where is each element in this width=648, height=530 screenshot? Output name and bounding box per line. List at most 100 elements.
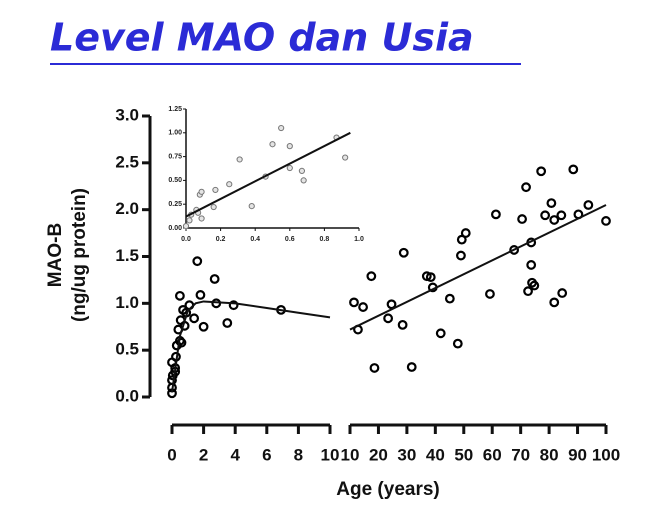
x-tick-label: 30 [397,445,416,464]
inset-y-tick-label: 1.25 [168,106,182,113]
data-point [176,337,187,348]
x-tick-label: 70 [511,445,530,464]
data-point [398,247,409,258]
data-point [517,214,527,224]
data-point [435,328,446,339]
y-tick-label: 1.5 [115,246,139,265]
inset-y-tick-label: 1.00 [168,130,182,137]
x-tick-label: 50 [454,445,473,464]
y-tick-label: 3.0 [115,105,139,124]
inset-x-tick-label: 0.0 [181,236,191,243]
data-point [386,299,397,310]
y-tick-label: 1.0 [115,293,139,312]
data-point [521,182,531,193]
data-point [557,288,568,298]
data-point [198,321,209,332]
data-point [228,300,239,311]
chart-title: Level MAO dan Usia [50,16,474,60]
x-tick-label: 60 [483,445,502,464]
inset-x-tick-label: 0.6 [285,236,295,243]
x-tick-label: 2 [199,445,208,464]
data-point [174,290,185,301]
data-point [286,164,293,172]
data-point [421,271,432,282]
inset-x-tick-label: 1.0 [354,236,364,243]
data-point [300,177,307,184]
data-point [456,250,466,261]
data-point [601,216,611,226]
data-point [209,274,220,284]
data-point [182,222,190,230]
y-axis-label: MAO-B [45,223,66,287]
data-point [212,186,219,194]
data-point [549,297,560,308]
fit-line [349,204,607,331]
inset-x-tick-label: 0.4 [250,236,260,243]
x-tick-label: 90 [568,445,587,464]
data-point [491,209,501,220]
fit-line [185,131,351,218]
y-tick-label: 0.5 [115,340,139,359]
x-tick-label: 20 [369,445,388,464]
data-point [568,164,579,175]
inset-x-tick-label: 0.2 [216,236,226,243]
data-point [485,289,495,299]
data-point [529,280,540,291]
data-point [397,319,408,330]
data-point [342,154,349,161]
data-point [425,272,436,283]
data-point [366,271,377,282]
data-point [286,143,293,150]
data-point [226,181,233,188]
data-point [383,313,394,324]
data-point [546,198,557,209]
data-point [186,217,193,224]
y-tick-label: 2.5 [115,152,139,171]
data-point [452,338,463,349]
inset-y-tick-label: 0.25 [168,201,182,208]
data-point [278,124,285,132]
data-point [583,200,594,210]
inset-y-tick-label: 0.00 [168,225,182,232]
fit-line [171,300,331,393]
y-tick-label: 0.0 [115,386,139,405]
data-point [523,286,533,297]
x-tick-label: 0 [167,445,176,464]
data-point [248,203,255,210]
data-point [195,290,206,300]
y-tick-label: 2.0 [115,199,139,218]
data-point [198,215,205,222]
data-point [526,260,537,270]
inset-x-tick-label: 0.8 [320,236,330,243]
x-tick-label: 100 [592,445,620,464]
x-tick-label: 80 [540,445,559,464]
x-axis-label: Age (years) [336,479,440,500]
data-point [460,228,471,238]
data-point [556,210,567,221]
data-point [369,363,380,373]
data-point [444,293,455,304]
x-tick-label: 10 [321,445,340,464]
x-tick-label: 40 [426,445,445,464]
data-point [189,313,200,324]
y-axis-label: (ng/ug protein) [69,188,90,322]
data-point [540,210,551,221]
data-point [269,141,276,148]
data-point [167,375,177,386]
data-point [349,297,359,308]
x-tick-label: 10 [341,445,360,464]
x-tick-label: 4 [230,445,240,464]
inset-y-tick-label: 0.50 [168,177,182,184]
x-tick-label: 6 [262,445,271,464]
data-point [406,362,417,372]
data-point [298,167,306,174]
inset-y-tick-label: 0.75 [168,153,182,160]
data-point [509,245,520,255]
data-point [536,166,547,177]
data-point [192,256,203,267]
x-tick-label: 8 [294,445,303,464]
data-point [358,302,368,312]
data-point [198,188,205,195]
